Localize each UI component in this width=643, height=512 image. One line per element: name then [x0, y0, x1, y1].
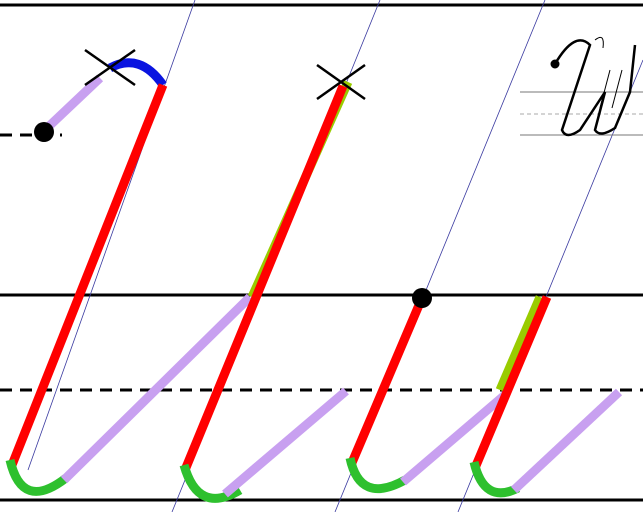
cross [316, 63, 366, 101]
stroke [5, 458, 69, 496]
icon-letter [553, 39, 637, 137]
stroke [41, 74, 104, 134]
markers [34, 48, 432, 308]
slant-line [27, 0, 196, 471]
stroke [345, 456, 408, 494]
stroke [469, 460, 521, 498]
stroke [495, 295, 545, 392]
stroke [222, 387, 349, 498]
strokes [5, 58, 623, 503]
sample-icon [520, 36, 643, 137]
stroke [60, 293, 254, 484]
stroke [470, 295, 552, 470]
stroke [7, 83, 168, 467]
icon-arrows [594, 36, 623, 109]
stroke [510, 388, 623, 494]
stroke [179, 463, 243, 503]
stroke [400, 390, 509, 486]
start-dot [412, 288, 432, 308]
stroke [180, 84, 348, 472]
cross [84, 48, 136, 87]
stroke [346, 296, 427, 467]
guide-lines [0, 3, 643, 502]
start-dot [34, 122, 54, 142]
stroke [107, 58, 167, 88]
